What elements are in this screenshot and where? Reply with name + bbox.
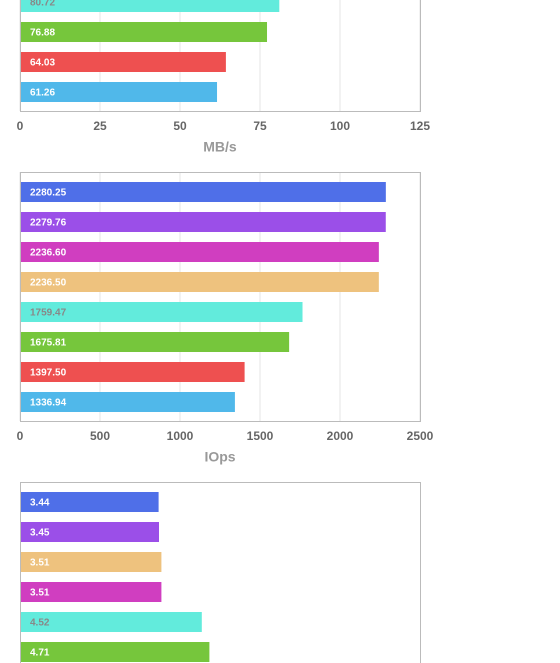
- plot-frame: [20, 482, 421, 663]
- bar-value-label: 2236.60: [30, 248, 67, 259]
- bar-value-label: 4.71: [30, 648, 50, 659]
- bar: [21, 22, 268, 42]
- x-axis-label: IOps: [204, 449, 235, 465]
- plot-frame: [20, 0, 421, 112]
- bar-value-label: 3.44: [30, 498, 50, 509]
- bar-value-label: 64.03: [30, 58, 55, 69]
- bar: [21, 52, 226, 72]
- bar: [21, 392, 235, 412]
- x-tick-label: 50: [173, 119, 187, 133]
- bar-value-label: 3.45: [30, 528, 50, 539]
- plot-frame: [20, 172, 421, 422]
- bar-value-label: 61.26: [30, 88, 55, 99]
- x-tick-label: 25: [93, 119, 107, 133]
- bar: [21, 492, 159, 512]
- bar: [21, 612, 202, 632]
- bar-value-label: 76.88: [30, 28, 55, 39]
- x-tick-label: 100: [330, 119, 350, 133]
- bar: [21, 522, 159, 542]
- bar-value-label: 2280.25: [30, 188, 67, 199]
- x-tick-label: 1000: [167, 429, 194, 443]
- bar: [21, 182, 386, 202]
- bar: [21, 0, 280, 12]
- bar-value-label: 1759.47: [30, 308, 67, 319]
- bar: [21, 332, 290, 352]
- bar-value-label: 1397.50: [30, 368, 67, 379]
- bar-value-label: 80.72: [30, 0, 55, 9]
- bar: [21, 242, 379, 262]
- bar-value-label: 2236.50: [30, 278, 67, 289]
- bar: [21, 212, 386, 232]
- x-tick-label: 125: [410, 119, 430, 133]
- x-tick-label: 75: [253, 119, 267, 133]
- bar-value-label: 4.52: [30, 618, 50, 629]
- bar: [21, 362, 245, 382]
- bar: [21, 272, 379, 292]
- bar-value-label: 1336.94: [30, 398, 67, 409]
- bar-value-label: 3.51: [30, 588, 50, 599]
- x-tick-label: 1500: [247, 429, 274, 443]
- bar: [21, 582, 162, 602]
- x-tick-label: 2000: [327, 429, 354, 443]
- bar-value-label: 3.51: [30, 558, 50, 569]
- bar-value-label: 1675.81: [30, 338, 67, 349]
- bar: [21, 82, 218, 102]
- x-axis-label: MB/s: [203, 139, 237, 155]
- x-tick-label: 0: [17, 429, 24, 443]
- x-tick-label: 500: [90, 429, 110, 443]
- bar-value-label: 2279.76: [30, 218, 67, 229]
- bar: [21, 552, 162, 572]
- x-tick-label: 0: [17, 119, 24, 133]
- x-tick-label: 2500: [407, 429, 434, 443]
- bar: [21, 642, 210, 662]
- bar: [21, 302, 303, 322]
